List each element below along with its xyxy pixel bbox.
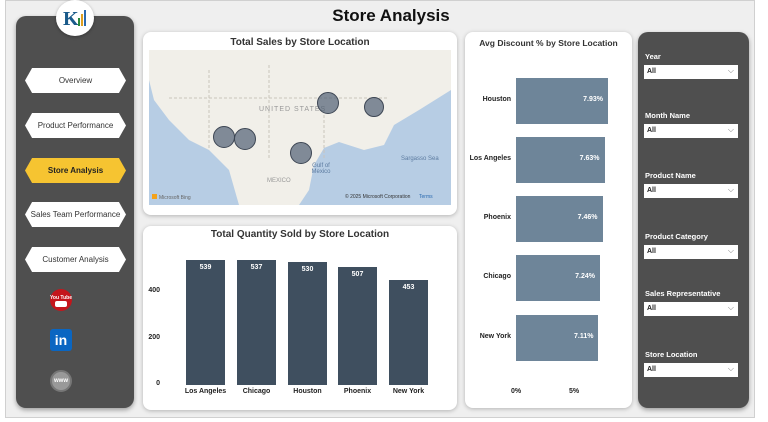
quantity-chart-title: Total Quantity Sold by Store Location — [210, 229, 390, 240]
sidebar-item-store-analysis[interactable]: Store Analysis — [25, 158, 126, 183]
discount-chart-title: Avg Discount % by Store Location — [479, 38, 618, 48]
svg-text:You Tube: You Tube — [50, 295, 72, 301]
y-tick-label: 200 — [148, 333, 160, 341]
map-bubble-phoenix[interactable] — [234, 128, 256, 150]
bar-houston[interactable] — [516, 78, 608, 124]
filter-label: Sales Representative — [645, 289, 721, 298]
y-tick-label: 400 — [148, 287, 160, 294]
filter-month-name-dropdown[interactable]: All ⌵ — [644, 124, 738, 138]
bing-attribution: Microsoft Bing — [152, 194, 191, 201]
map-label-gulf: Gulf of Mexico — [311, 163, 331, 175]
svg-text:K: K — [63, 8, 79, 30]
map-bubble-los-angeles[interactable] — [213, 126, 235, 148]
map-label-country: UNITED STATES — [259, 106, 327, 113]
bar-phoenix[interactable] — [338, 267, 377, 385]
x-tick-label: 5% — [568, 388, 580, 395]
filter-value: All — [647, 366, 656, 373]
x-tick-label: New York — [392, 388, 425, 395]
filter-product-name-dropdown[interactable]: All ⌵ — [644, 184, 738, 198]
bar-value-label: 7.11% — [574, 333, 594, 340]
filter-year-dropdown[interactable]: All ⌵ — [644, 65, 738, 79]
map-copyright: © 2025 Microsoft Corporation — [345, 194, 411, 200]
sidebar-item-sales-team-performance[interactable]: Sales Team Performance — [25, 202, 126, 227]
x-tick-label: Chicago — [242, 388, 271, 395]
y-category-label: Phoenix — [483, 214, 511, 221]
youtube-icon[interactable]: You Tube — [49, 289, 73, 311]
map-bubble-houston[interactable] — [290, 142, 312, 164]
filter-store-location-dropdown[interactable]: All ⌵ — [644, 363, 738, 377]
bar-new-york[interactable] — [389, 279, 428, 385]
bar-value-label: 7.93% — [583, 96, 603, 103]
bar-value-label: 453 — [402, 283, 415, 291]
chevron-down-icon: ⌵ — [727, 125, 734, 134]
bar-los-angeles[interactable] — [516, 137, 605, 183]
map-label-sea: Sargasso Sea — [401, 156, 439, 162]
filter-label: Month Name — [645, 111, 690, 120]
bar-chicago[interactable] — [237, 260, 276, 385]
map-bubble-new-york[interactable] — [364, 97, 384, 117]
bar-value-label: 539 — [199, 263, 212, 271]
bar-value-label: 7.46% — [577, 214, 598, 221]
bar-los-angeles[interactable] — [186, 259, 225, 385]
bar-new-york[interactable] — [516, 315, 599, 361]
filter-value: All — [647, 305, 656, 312]
y-tick-label: 0 — [156, 380, 160, 387]
chevron-down-icon: ⌵ — [727, 246, 734, 255]
page-title: Store Analysis — [332, 6, 450, 25]
filter-value: All — [647, 68, 656, 75]
bar-chicago[interactable] — [516, 255, 600, 301]
y-category-label: New York — [479, 333, 511, 340]
bar-value-label: 537 — [250, 264, 263, 272]
map-terms-link[interactable]: Terms — [419, 194, 433, 200]
linkedin-icon[interactable]: in — [50, 329, 72, 351]
company-logo: K — [56, 0, 94, 36]
filter-label: Product Category — [645, 232, 708, 241]
sidebar-item-product-performance[interactable]: Product Performance — [25, 113, 126, 138]
y-category-label: Los Angeles — [469, 155, 511, 162]
filter-value: All — [647, 187, 656, 194]
chevron-down-icon: ⌵ — [727, 303, 734, 312]
filter-panel: Year All ⌵ Month Name All ⌵ Product Name All ⌵ Pr… — [638, 32, 749, 408]
chevron-down-icon: ⌵ — [727, 364, 734, 373]
bar-value-label: 530 — [301, 265, 314, 273]
sales-map[interactable]: UNITED STATES Gulf of Mexico Sargasso Se… — [149, 50, 451, 205]
filter-product-category-dropdown[interactable]: All ⌵ — [644, 245, 738, 259]
x-tick-label: Phoenix — [343, 388, 372, 395]
bar-value-label: 507 — [351, 271, 364, 279]
map-label-mexico: MEXICO — [267, 178, 291, 184]
filter-sales-representative-dropdown[interactable]: All ⌵ — [644, 302, 738, 316]
chevron-down-icon: ⌵ — [727, 66, 734, 75]
map-bubble-chicago[interactable] — [317, 92, 339, 114]
sidebar-item-overview[interactable]: Overview — [25, 68, 126, 93]
bar-phoenix[interactable] — [516, 196, 603, 242]
map-title: Total Sales by Store Location — [230, 37, 370, 48]
map-land — [149, 50, 451, 205]
x-tick-label: Los Angeles — [184, 388, 227, 395]
website-icon[interactable]: www — [50, 370, 72, 392]
bar-value-label: 7.63% — [579, 155, 600, 162]
filter-value: All — [647, 248, 656, 255]
x-tick-label: 0% — [510, 388, 522, 395]
bar-houston[interactable] — [288, 261, 327, 385]
filter-label: Store Location — [645, 350, 698, 359]
filter-value: All — [647, 127, 656, 134]
chevron-down-icon: ⌵ — [727, 185, 734, 194]
y-category-label: Chicago — [483, 273, 511, 280]
y-category-label: Houston — [482, 96, 511, 103]
sidebar-item-customer-analysis[interactable]: Customer Analysis — [25, 247, 126, 272]
bar-value-label: 7.24% — [575, 273, 595, 280]
filter-label: Year — [645, 52, 661, 61]
x-tick-label: Houston — [293, 388, 322, 395]
filter-label: Product Name — [645, 171, 696, 180]
